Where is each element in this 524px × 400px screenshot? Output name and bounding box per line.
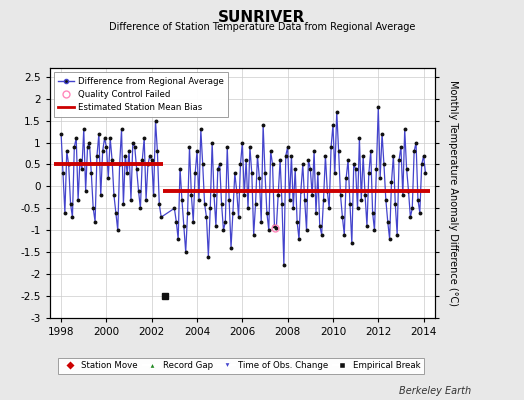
Text: Berkeley Earth: Berkeley Earth [399, 386, 472, 396]
Legend: Station Move, Record Gap, Time of Obs. Change, Empirical Break: Station Move, Record Gap, Time of Obs. C… [58, 358, 424, 374]
Legend: Difference from Regional Average, Quality Control Failed, Estimated Station Mean: Difference from Regional Average, Qualit… [54, 72, 228, 116]
Y-axis label: Monthly Temperature Anomaly Difference (°C): Monthly Temperature Anomaly Difference (… [448, 80, 458, 306]
Text: Difference of Station Temperature Data from Regional Average: Difference of Station Temperature Data f… [109, 22, 415, 32]
Text: SUNRIVER: SUNRIVER [219, 10, 305, 25]
